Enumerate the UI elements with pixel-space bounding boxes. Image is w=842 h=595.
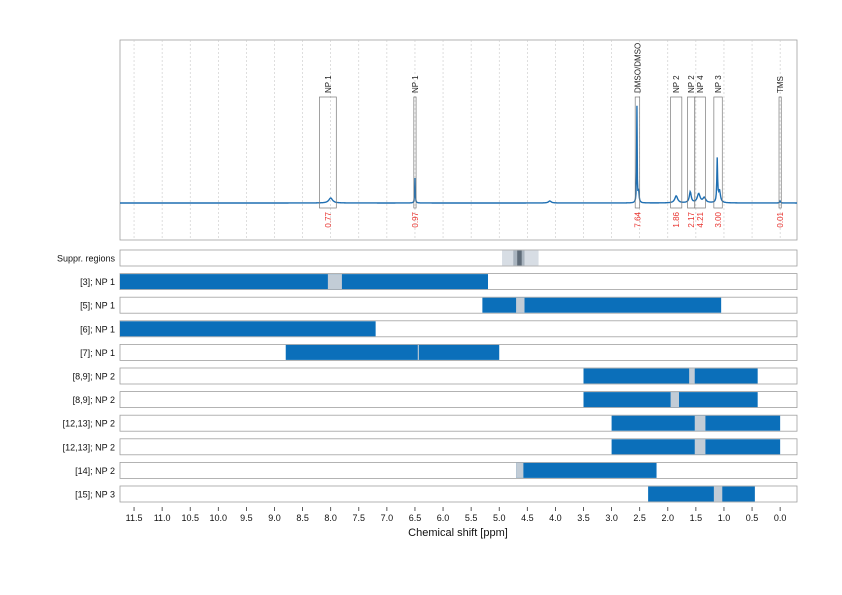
region-row: [14]; NP 2 <box>75 461 798 479</box>
peak-label: NP 1 <box>411 75 420 93</box>
peak-region-box <box>413 96 417 209</box>
x-tick-label: 10.0 <box>210 513 228 523</box>
region-bar <box>648 486 755 502</box>
row-label: [8,9]; NP 2 <box>73 395 115 405</box>
peak-region-box <box>778 96 782 209</box>
region-row: [12,13]; NP 2 <box>63 414 798 432</box>
region-row: [12,13]; NP 2 <box>63 438 798 456</box>
spectrum-line <box>120 105 797 204</box>
peak-integral: 4.21 <box>696 211 705 227</box>
x-tick-label: 3.5 <box>577 513 590 523</box>
region-gap <box>694 415 706 431</box>
region-rows: Suppr. regions [3]; NP 1 [5]; NP 1 [6]; NP … <box>57 249 798 503</box>
peak-label: DMSO/DMSO <box>633 43 642 93</box>
x-tick-label: 1.5 <box>690 513 703 523</box>
x-tick-label: 3.0 <box>605 513 618 523</box>
row-label: [3]; NP 1 <box>80 277 115 287</box>
region-gap <box>417 344 419 360</box>
x-tick-label: 1.0 <box>718 513 731 523</box>
x-tick-label: 9.0 <box>268 513 281 523</box>
peak-integral: 2.17 <box>687 211 696 227</box>
peak-label: NP 1 <box>324 75 333 93</box>
x-tick-label: 6.0 <box>437 513 450 523</box>
x-tick-label: 8.0 <box>324 513 337 523</box>
region-bar <box>120 321 376 337</box>
row-label: [8,9]; NP 2 <box>73 372 115 382</box>
region-gap <box>713 486 723 502</box>
row-label: [12,13]; NP 2 <box>63 419 115 429</box>
row-frame <box>119 485 798 503</box>
row-label: Suppr. regions <box>57 254 116 264</box>
row-frame <box>119 461 798 479</box>
peak-region-box <box>687 96 696 209</box>
row-label: [7]; NP 1 <box>80 348 115 358</box>
region-gap <box>694 439 706 455</box>
peak-label: NP 2 <box>672 75 681 93</box>
x-tick-label: 0.5 <box>746 513 759 523</box>
region-row: [8,9]; NP 2 <box>73 367 798 385</box>
region-gap <box>516 297 525 313</box>
x-tick-label: 11.0 <box>154 513 171 523</box>
peak-integral: 7.64 <box>633 211 642 227</box>
row-label: [5]; NP 1 <box>80 301 115 311</box>
spectrum-frame <box>119 39 798 241</box>
region-row: [3]; NP 1 <box>80 273 798 291</box>
x-tick-label: 9.5 <box>240 513 253 523</box>
x-axis: 11.5 11.0 10.5 10.0 9.5 9.0 8.5 8.0 7.5 7.0 6.5 6.0… <box>126 507 787 523</box>
peak-region-box <box>694 96 706 209</box>
row-frame <box>119 249 798 267</box>
region-row: [8,9]; NP 2 <box>73 391 798 409</box>
x-tick-label: 5.0 <box>493 513 506 523</box>
region-gap <box>327 274 342 290</box>
x-tick-label: 4.0 <box>549 513 562 523</box>
x-tick-label: 6.5 <box>409 513 422 523</box>
x-tick-label: 7.0 <box>381 513 394 523</box>
peak-integral: 0.77 <box>324 211 333 227</box>
region-gap <box>689 368 695 384</box>
suppression-region-center <box>517 250 522 266</box>
x-axis-title: Chemical shift [ppm] <box>408 527 508 539</box>
peak-region-box <box>713 96 723 209</box>
x-tick-label: 5.5 <box>465 513 478 523</box>
row-label: [14]; NP 2 <box>75 466 115 476</box>
x-tick-label: 10.5 <box>181 513 199 523</box>
peak-region-box <box>319 96 337 209</box>
region-bar <box>285 344 500 360</box>
region-row: [15]; NP 3 <box>75 485 798 503</box>
x-tick-label: 2.5 <box>633 513 646 523</box>
peak-region-box <box>634 96 641 209</box>
peak-integral: 0.01 <box>776 211 785 227</box>
x-tick-label: 4.5 <box>521 513 534 523</box>
region-bar <box>120 274 488 290</box>
region-bar <box>516 462 657 478</box>
peak-region-box <box>670 96 683 209</box>
region-gap <box>516 462 524 478</box>
row-label: [15]; NP 3 <box>75 490 115 500</box>
row-label: [12,13]; NP 2 <box>63 442 115 452</box>
peak-label: NP 3 <box>714 75 723 93</box>
region-bar <box>482 297 722 313</box>
region-bar <box>583 368 758 384</box>
region-row: [6]; NP 1 <box>80 320 798 338</box>
x-tick-label: 2.0 <box>662 513 675 523</box>
peak-label: TMS <box>776 76 785 93</box>
peak-integral: 0.97 <box>411 211 420 227</box>
x-tick-label: 0.0 <box>774 513 787 523</box>
spectrum-panel: NP 1 0.77 NP 1 0.97 DMSO/DMSO 7.64 NP 2 1.86 NP … <box>119 39 798 241</box>
row-label: [6]; NP 1 <box>80 324 115 334</box>
region-row: Suppr. regions <box>57 249 798 267</box>
region-row: [5]; NP 1 <box>80 296 798 314</box>
region-gap <box>670 392 680 408</box>
region-row: [7]; NP 1 <box>80 343 798 361</box>
peak-integral: 3.00 <box>714 211 723 227</box>
x-tick-label: 11.5 <box>126 513 143 523</box>
peak-integral: 1.86 <box>672 211 681 227</box>
peak-label: NP 2 <box>687 75 696 93</box>
peak-label: NP 4 <box>696 75 705 93</box>
x-tick-label: 7.5 <box>353 513 366 523</box>
x-tick-label: 8.5 <box>296 513 309 523</box>
